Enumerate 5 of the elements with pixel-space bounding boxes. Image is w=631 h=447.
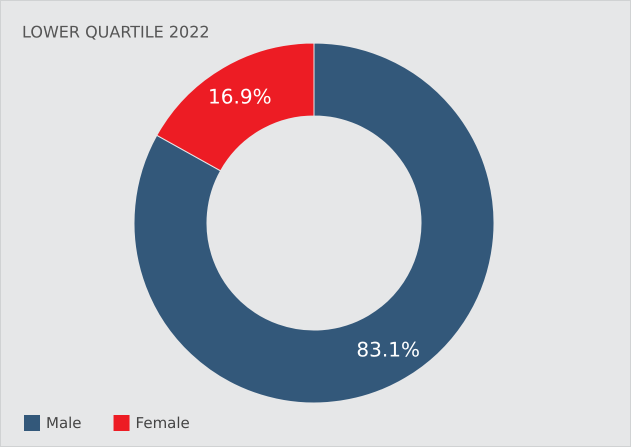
legend-label: Female	[136, 414, 190, 432]
data-label: 16.9%	[208, 84, 272, 109]
data-label: 83.1%	[356, 337, 420, 362]
chart-title: LOWER QUARTILE 2022	[22, 22, 210, 42]
legend-label: Male	[46, 414, 82, 432]
